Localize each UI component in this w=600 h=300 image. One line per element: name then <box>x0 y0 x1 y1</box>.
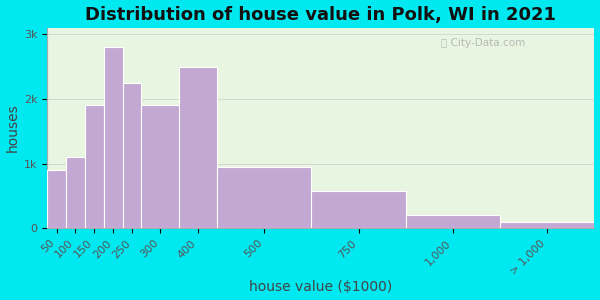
Bar <box>122 83 142 228</box>
Bar <box>406 215 500 228</box>
Bar <box>47 170 66 228</box>
Bar <box>217 167 311 228</box>
Bar <box>179 67 217 228</box>
Bar <box>85 105 104 228</box>
Text: Ⓣ City-Data.com: Ⓣ City-Data.com <box>441 38 526 48</box>
Y-axis label: houses: houses <box>5 104 20 152</box>
Bar <box>66 157 85 228</box>
Bar <box>142 105 179 228</box>
Title: Distribution of house value in Polk, WI in 2021: Distribution of house value in Polk, WI … <box>85 6 556 24</box>
X-axis label: house value ($1000): house value ($1000) <box>249 280 392 294</box>
Bar <box>500 222 595 228</box>
Bar <box>311 191 406 228</box>
Bar <box>104 47 122 228</box>
